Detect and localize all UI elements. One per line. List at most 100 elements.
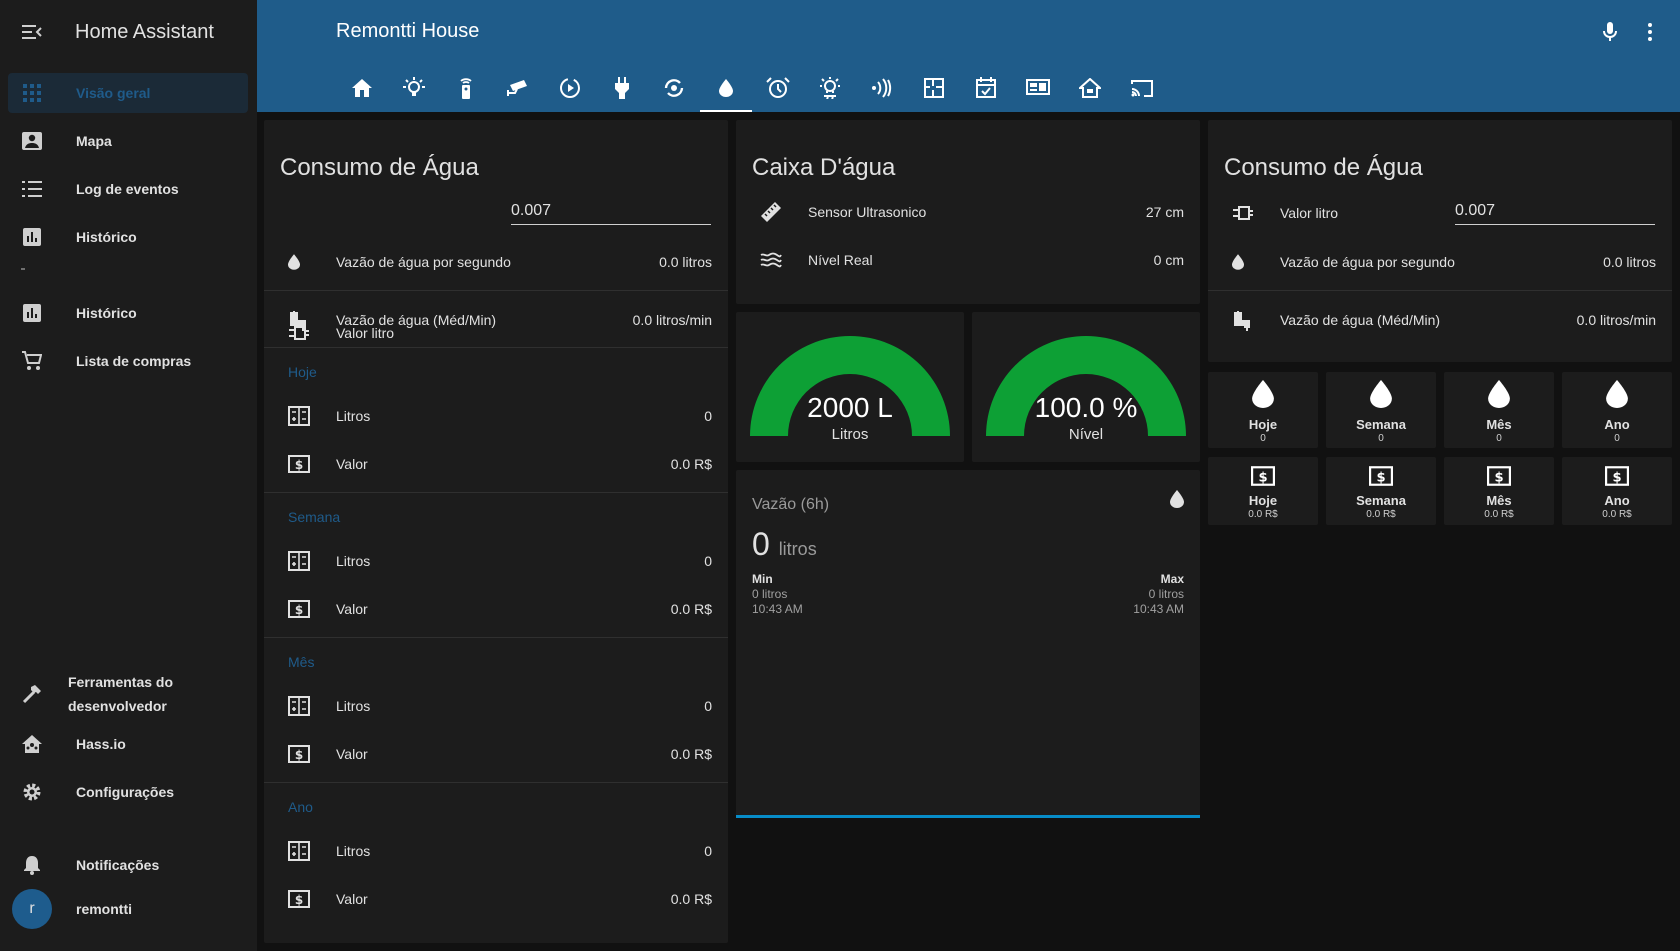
entity-row-valor-litro: Valor litro [1208,193,1672,233]
sidebar-item-map[interactable]: Mapa [8,121,248,161]
dots-vertical-icon [1648,23,1652,41]
tab-calendar[interactable] [960,64,1012,112]
view-tabs [336,64,1168,112]
sidebar-item-logbook[interactable]: Log de eventos [8,169,248,209]
entity-row-litros[interactable]: Litros 0 [264,686,728,726]
counter-icon [280,841,320,861]
alarm-icon [766,77,790,98]
tab-wireless[interactable] [856,64,908,112]
tab-monitor[interactable] [1012,64,1064,112]
format-list-icon [8,180,56,198]
tile-name: Mês [1486,417,1512,432]
cash-icon: $ [1562,465,1672,487]
tile-name: Hoje [1248,493,1278,508]
entity-state: 0.0 R$ [670,746,712,762]
tab-weather[interactable] [804,64,856,112]
tile-litros[interactable]: Hoje 0 [1208,372,1318,448]
sidebar-item-shopping-list[interactable]: Lista de compras [8,341,248,381]
section-header: Semana [288,509,341,525]
entity-row-litros[interactable]: Litros 0 [264,396,728,436]
tab-cast[interactable] [1116,64,1168,112]
more-options-button[interactable] [1634,16,1666,48]
entity-row-litros[interactable]: Litros 0 [264,541,728,581]
entity-row-sensor-ultrasonico[interactable]: Sensor Ultrasonico 27 cm [736,192,1200,232]
sidebar-item-overview[interactable]: Visão geral [8,73,248,113]
water-pump-icon [280,323,320,343]
tab-cameras[interactable] [492,64,544,112]
menu-toggle-button[interactable] [0,0,64,64]
entity-row-nivel-real[interactable]: Nível Real 0 cm [736,240,1200,280]
svg-text:$: $ [295,893,303,907]
app-header: Remontti House [257,0,1680,112]
tile-valor[interactable]: $ Ano 0.0 R$ [1562,457,1672,525]
water-pump-icon [1224,203,1264,223]
gauge-arc [986,336,1186,436]
cctv-icon [507,80,527,96]
svg-text:$: $ [1376,470,1385,485]
water-drop-icon [1224,254,1264,270]
sidebar-item-settings[interactable]: Configurações [8,772,248,812]
gauge-card-litros[interactable]: 2000 L Litros [736,312,964,462]
tab-plugs[interactable] [596,64,648,112]
voice-command-button[interactable] [1594,16,1626,48]
sidebar-item-label: Histórico [76,229,137,245]
max-value: 0 litros [1148,587,1184,601]
sidebar-item-user[interactable]: r remontti [8,889,248,929]
entity-name: Litros [336,698,371,714]
sidebar-item-hassio[interactable]: Hass.io [8,724,248,764]
entity-row-valor[interactable]: $ Valor 0.0 R$ [264,879,728,919]
cash-icon: $ [280,454,320,474]
tab-sync[interactable] [648,64,700,112]
entity-row-litros[interactable]: Litros 0 [264,831,728,871]
wireless-icon [872,78,892,98]
entity-name: Vazão de água (Méd/Min) [1280,312,1441,328]
sidebar-divider [21,268,25,270]
sensor-max: Max 0 litros 10:43 AM [1133,572,1184,617]
water-drop-icon [719,79,733,97]
sidebar-item-history-2[interactable]: Histórico [8,293,248,333]
sidebar-item-label: Hass.io [76,736,126,752]
tab-floorplan[interactable] [908,64,960,112]
tile-litros[interactable]: Ano 0 [1562,372,1672,448]
section-header: Mês [288,654,315,670]
tile-valor[interactable]: $ Hoje 0.0 R$ [1208,457,1318,525]
tile-litros[interactable]: Semana 0 [1326,372,1436,448]
tab-water[interactable] [700,64,752,112]
sidebar-item-notifications[interactable]: Notificações [8,845,248,885]
bell-icon [8,855,56,875]
entity-row-valor[interactable]: $ Valor 0.0 R$ [264,589,728,629]
entity-row-valor[interactable]: $ Valor 0.0 R$ [264,734,728,774]
tile-valor[interactable]: $ Semana 0.0 R$ [1326,457,1436,525]
entity-name: Valor litro [336,325,395,341]
tile-valor[interactable]: $ Mês 0.0 R$ [1444,457,1554,525]
sidebar-item-history[interactable]: Histórico [8,217,248,257]
tab-house[interactable] [1064,64,1116,112]
entity-state: 0 [704,843,712,859]
entity-state: 0.0 R$ [670,601,712,617]
tab-alarm[interactable] [752,64,804,112]
tile-name: Semana [1356,417,1406,432]
valor-litro-input[interactable]: 0.007 [1455,202,1655,225]
sensor-value-number: 0 [752,526,770,562]
tile-litros[interactable]: Mês 0 [1444,372,1554,448]
gauge-value: 100.0 % [1034,392,1138,423]
weather-icon [820,77,840,99]
vazao-sensor-card[interactable]: Vazão (6h) 0 litros Min 0 litros 10:43 A… [736,470,1200,818]
tile-value: 0 [1260,433,1266,444]
section-header: Hoje [288,364,317,380]
valor-litro-input[interactable]: 0.007 [511,202,711,225]
sidebar-item-developer-tools[interactable]: Ferramentas do desenvolvedor [8,668,248,720]
entity-name: Valor [336,891,368,907]
sensor-graph-line [736,815,1200,818]
tab-remote[interactable] [440,64,492,112]
tile-value: 0.0 R$ [1366,509,1396,520]
sidebar-item-label: Visão geral [76,85,151,101]
tab-home[interactable] [336,64,388,112]
water-consumption-card-2: Consumo de Água Valor litro 0.007 Vazão … [1208,120,1672,362]
power-plug-icon [615,77,629,99]
tab-lights[interactable] [388,64,440,112]
tab-media[interactable] [544,64,596,112]
gauge-card-nivel[interactable]: 100.0 % Nível [972,312,1200,462]
entity-row-valor[interactable]: $ Valor 0.0 R$ [264,444,728,484]
entity-state: 0.0 litros [1603,254,1656,270]
